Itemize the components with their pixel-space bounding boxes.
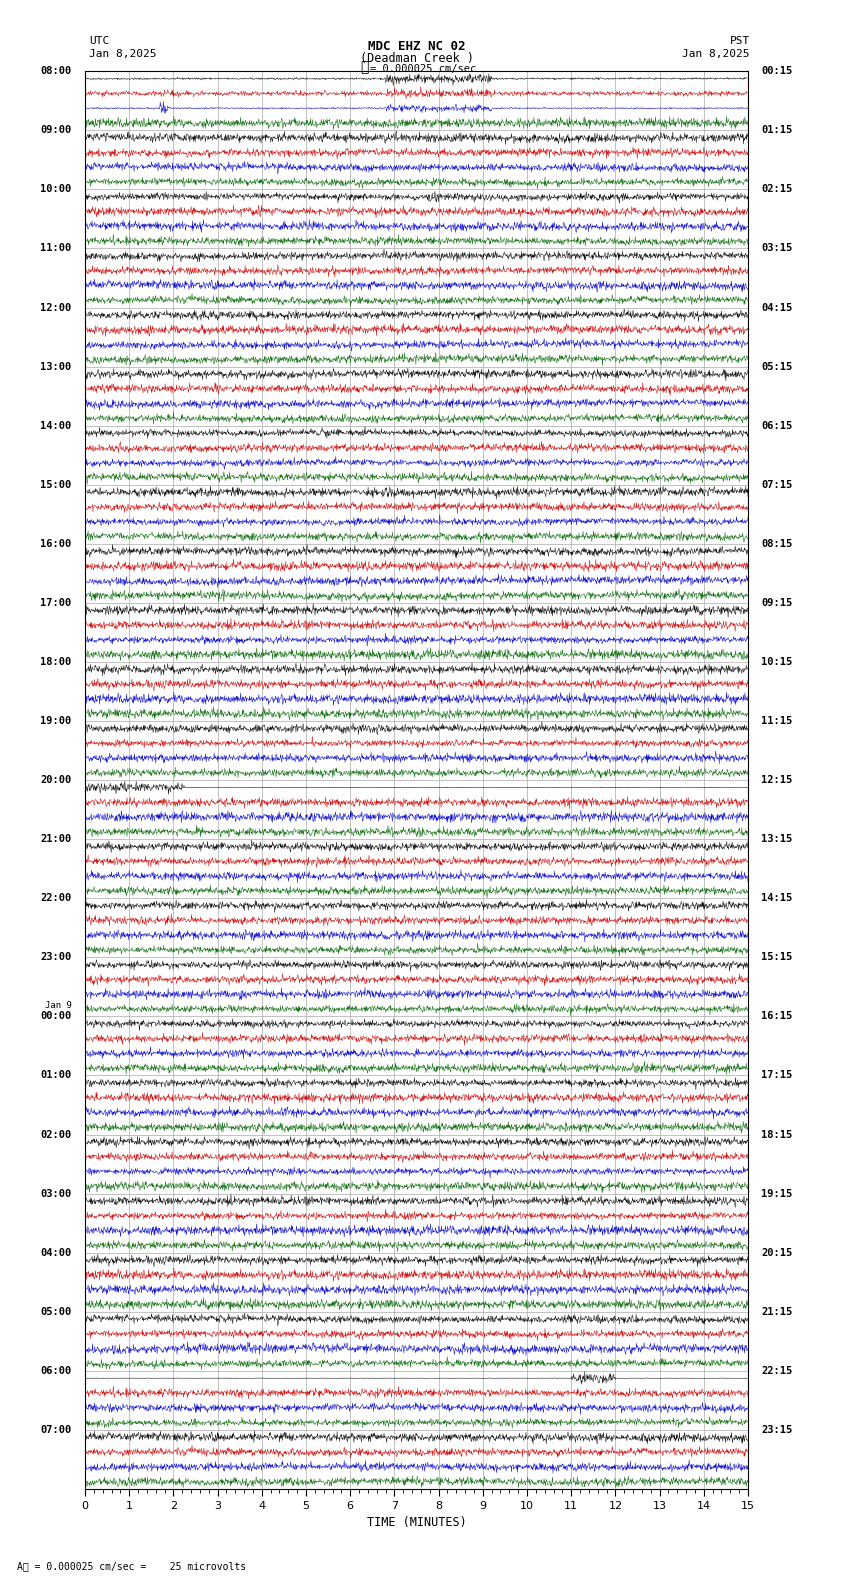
Text: 12:15: 12:15 <box>762 775 792 786</box>
Text: MDC EHZ NC 02: MDC EHZ NC 02 <box>368 40 465 52</box>
Text: 10:15: 10:15 <box>762 657 792 667</box>
Text: 08:15: 08:15 <box>762 539 792 548</box>
Text: 11:00: 11:00 <box>41 244 71 253</box>
Text: 14:00: 14:00 <box>41 421 71 431</box>
Text: ⎸: ⎸ <box>360 60 369 74</box>
Text: 11:15: 11:15 <box>762 716 792 725</box>
Text: UTC: UTC <box>89 36 110 46</box>
Text: 13:00: 13:00 <box>41 361 71 372</box>
Text: 03:15: 03:15 <box>762 244 792 253</box>
Text: 07:00: 07:00 <box>41 1426 71 1435</box>
Text: 22:15: 22:15 <box>762 1365 792 1376</box>
Text: 02:00: 02:00 <box>41 1129 71 1139</box>
Text: (Deadman Creek ): (Deadman Creek ) <box>360 52 473 65</box>
Text: 18:15: 18:15 <box>762 1129 792 1139</box>
X-axis label: TIME (MINUTES): TIME (MINUTES) <box>366 1516 467 1529</box>
Text: 03:00: 03:00 <box>41 1188 71 1199</box>
Text: 09:15: 09:15 <box>762 597 792 608</box>
Text: 01:00: 01:00 <box>41 1071 71 1080</box>
Text: 14:15: 14:15 <box>762 893 792 903</box>
Text: 12:00: 12:00 <box>41 303 71 312</box>
Text: Jan 8,2025: Jan 8,2025 <box>683 49 750 59</box>
Text: 04:00: 04:00 <box>41 1248 71 1258</box>
Text: 23:15: 23:15 <box>762 1426 792 1435</box>
Text: 16:15: 16:15 <box>762 1012 792 1022</box>
Text: 07:15: 07:15 <box>762 480 792 489</box>
Text: 05:15: 05:15 <box>762 361 792 372</box>
Text: 10:00: 10:00 <box>41 184 71 195</box>
Text: 08:00: 08:00 <box>41 67 71 76</box>
Text: 00:00: 00:00 <box>41 1012 71 1022</box>
Text: 18:00: 18:00 <box>41 657 71 667</box>
Text: 19:15: 19:15 <box>762 1188 792 1199</box>
Text: Jan 9: Jan 9 <box>45 1001 71 1011</box>
Text: 16:00: 16:00 <box>41 539 71 548</box>
Text: 15:15: 15:15 <box>762 952 792 963</box>
Text: 15:00: 15:00 <box>41 480 71 489</box>
Text: 22:00: 22:00 <box>41 893 71 903</box>
Text: 13:15: 13:15 <box>762 835 792 844</box>
Text: 02:15: 02:15 <box>762 184 792 195</box>
Text: 00:15: 00:15 <box>762 67 792 76</box>
Text: 06:15: 06:15 <box>762 421 792 431</box>
Text: = 0.000025 cm/sec: = 0.000025 cm/sec <box>370 65 476 74</box>
Text: 19:00: 19:00 <box>41 716 71 725</box>
Text: PST: PST <box>729 36 750 46</box>
Text: 04:15: 04:15 <box>762 303 792 312</box>
Text: 09:00: 09:00 <box>41 125 71 135</box>
Text: 23:00: 23:00 <box>41 952 71 963</box>
Text: 06:00: 06:00 <box>41 1365 71 1376</box>
Text: 20:15: 20:15 <box>762 1248 792 1258</box>
Text: 20:00: 20:00 <box>41 775 71 786</box>
Text: 21:15: 21:15 <box>762 1307 792 1316</box>
Text: 05:00: 05:00 <box>41 1307 71 1316</box>
Text: 21:00: 21:00 <box>41 835 71 844</box>
Text: A⎸ = 0.000025 cm/sec =    25 microvolts: A⎸ = 0.000025 cm/sec = 25 microvolts <box>17 1562 246 1571</box>
Text: 01:15: 01:15 <box>762 125 792 135</box>
Text: 17:00: 17:00 <box>41 597 71 608</box>
Text: Jan 8,2025: Jan 8,2025 <box>89 49 156 59</box>
Text: 17:15: 17:15 <box>762 1071 792 1080</box>
